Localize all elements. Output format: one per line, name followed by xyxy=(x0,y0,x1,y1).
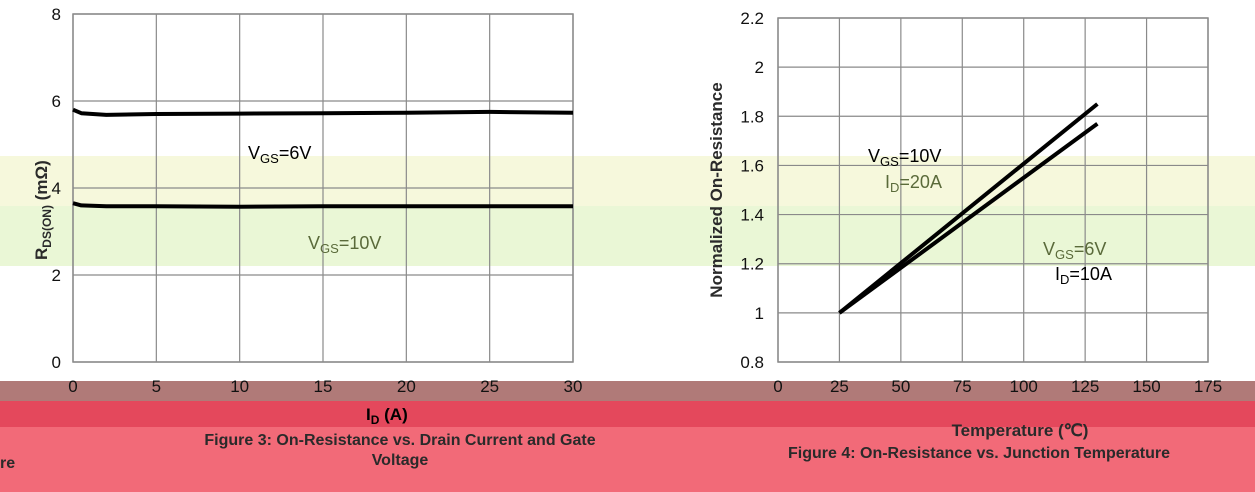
annotation-vgs-6v: VGS=6V xyxy=(1043,239,1106,262)
y-tick-label: 8 xyxy=(52,5,61,24)
figure-3-caption: Figure 3: On-Resistance vs. Drain Curren… xyxy=(120,431,680,471)
x-tick-label: 10 xyxy=(230,377,249,396)
y-tick-label: 2 xyxy=(755,58,764,77)
y-tick-label: 4 xyxy=(52,179,61,198)
x-tick-label: 25 xyxy=(830,377,849,396)
figure-3-caption-line1: Figure 3: On-Resistance vs. Drain Curren… xyxy=(120,431,680,451)
y-axis-label: Normalized On-Resistance xyxy=(707,82,726,297)
cut-caption-left: re xyxy=(0,454,15,474)
x-tick-label: 0 xyxy=(773,377,782,396)
y-tick-label: 0.8 xyxy=(740,353,764,372)
y-tick-label: 6 xyxy=(52,92,61,111)
x-tick-label: 125 xyxy=(1071,377,1099,396)
annotation-id-20a: ID=20A xyxy=(885,172,942,195)
y-tick-label: 1.6 xyxy=(740,156,764,175)
y-tick-label: 1.4 xyxy=(740,206,764,225)
chart-figure-4: 0 25 50 75 100 125 150 175 0.8 1 1.2 1.4 1.6 1.8 2 2.2 V… xyxy=(707,9,1222,440)
annotation-id-10a: ID=10A xyxy=(1055,264,1112,287)
x-tick-label: 75 xyxy=(953,377,972,396)
x-axis-label: ID (A) xyxy=(366,405,408,427)
annotation-vgs-10v: VGS=10V xyxy=(868,146,941,169)
annotation-vgs-6v: VGS=6V xyxy=(248,143,311,166)
x-tick-label: 150 xyxy=(1132,377,1160,396)
y-tick-label: 1.2 xyxy=(740,255,764,274)
x-tick-label: 50 xyxy=(891,377,910,396)
figure-4-caption: Figure 4: On-Resistance vs. Junction Tem… xyxy=(788,444,1255,464)
y-tick-label: 2 xyxy=(52,266,61,285)
x-tick-label: 20 xyxy=(397,377,416,396)
y-tick-label: 1.8 xyxy=(740,107,764,126)
x-tick-label: 175 xyxy=(1194,377,1222,396)
x-tick-label: 25 xyxy=(480,377,499,396)
x-tick-label: 5 xyxy=(152,377,161,396)
y-tick-label: 2.2 xyxy=(740,9,764,28)
y-tick-label: 1 xyxy=(755,304,764,323)
annotation-vgs-10v: VGS=10V xyxy=(308,233,381,256)
x-tick-label: 30 xyxy=(564,377,583,396)
x-tick-label: 0 xyxy=(68,377,77,396)
figure-3-caption-line2: Voltage xyxy=(120,451,680,471)
y-axis-label: RDS(ON) (mΩ) xyxy=(32,160,54,260)
y-tick-label: 0 xyxy=(52,353,61,372)
x-tick-label: 15 xyxy=(314,377,333,396)
x-axis-label: Temperature (℃) xyxy=(952,421,1089,440)
chart-figure-3: 0 5 10 15 20 25 30 0 2 4 6 8 VGS=6V VGS=10V ID (A) RDS(… xyxy=(32,5,582,427)
x-tick-label: 100 xyxy=(1010,377,1038,396)
